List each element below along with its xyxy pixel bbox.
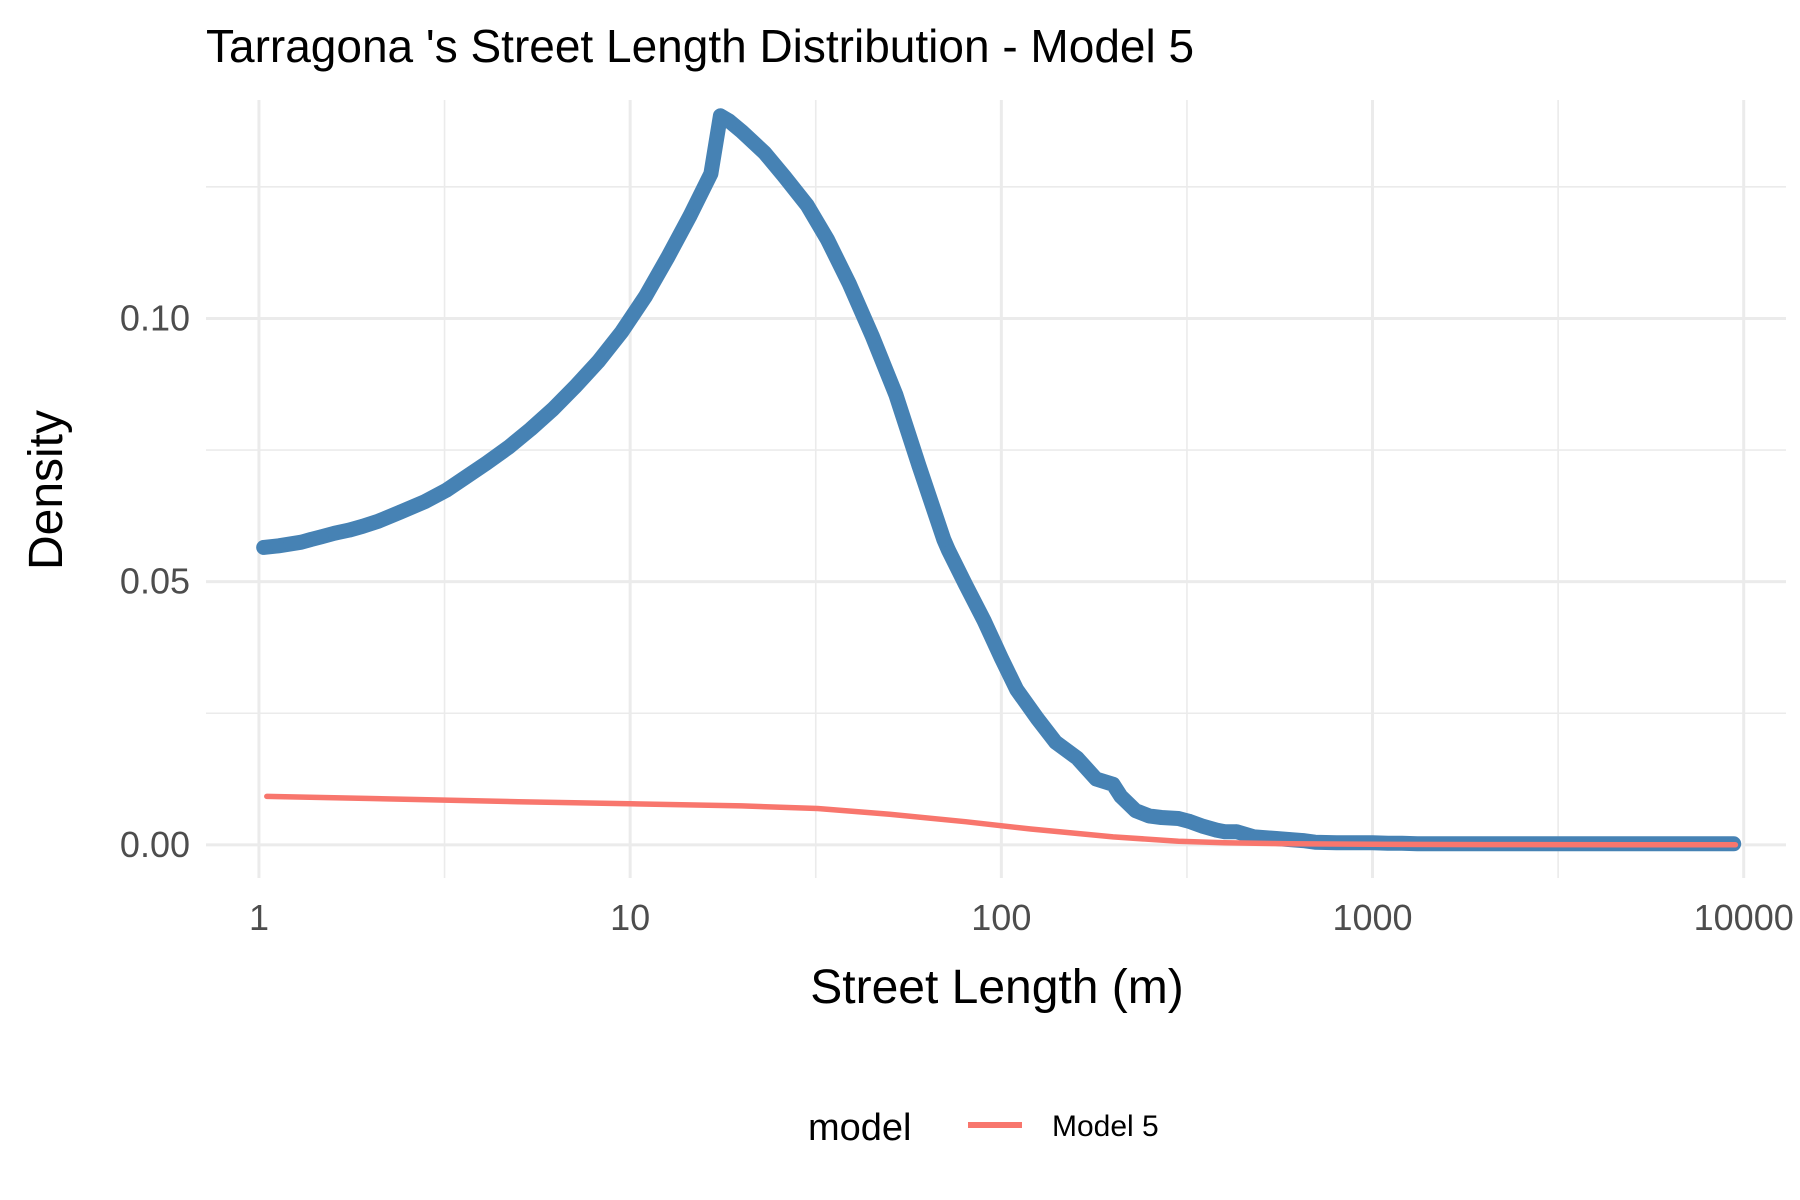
observed-points	[257, 109, 1740, 850]
legend: model Model 5	[808, 1107, 1159, 1149]
observed-point	[735, 125, 748, 138]
chart-title: Tarragona 's Street Length Distribution …	[206, 20, 1194, 72]
y-axis-ticks: 0.00 0.05 0.10	[120, 297, 190, 864]
observed-point	[843, 278, 856, 291]
y-axis-title: Density	[20, 410, 73, 570]
observed-point	[1049, 736, 1062, 749]
observed-point	[1114, 790, 1127, 803]
observed-point	[1230, 825, 1243, 838]
observed-point	[502, 441, 515, 454]
y-tick-label: 0.05	[120, 561, 190, 602]
observed-point	[1107, 778, 1120, 791]
observed-point	[723, 115, 736, 128]
observed-point	[356, 520, 369, 533]
x-tick-label: 10000	[1694, 897, 1794, 938]
x-tick-label: 100	[971, 897, 1031, 938]
observed-point	[1182, 815, 1195, 828]
observed-point	[459, 471, 472, 484]
observed-point	[394, 506, 407, 519]
observed-point	[257, 541, 270, 554]
observed-point	[866, 330, 879, 343]
x-tick-label: 10	[610, 897, 650, 938]
observed-point	[1010, 683, 1023, 696]
observed-point	[615, 325, 628, 338]
observed-point	[440, 484, 453, 497]
x-axis-title: Street Length (m)	[810, 961, 1184, 1014]
observed-point	[1031, 712, 1044, 725]
y-tick-label: 0.00	[120, 824, 190, 865]
observed-point	[1155, 811, 1168, 824]
observed-point	[942, 544, 955, 557]
observed-point	[821, 233, 834, 246]
observed-point	[272, 539, 285, 552]
observed-point	[547, 402, 560, 415]
series-layer	[257, 109, 1740, 850]
observed-point	[480, 457, 493, 470]
observed-point	[1143, 809, 1156, 822]
legend-title: model	[808, 1107, 912, 1149]
observed-point	[704, 167, 717, 180]
observed-point	[801, 199, 814, 212]
observed-point	[372, 515, 385, 528]
x-tick-label: 1000	[1332, 897, 1412, 938]
observed-point	[328, 527, 341, 540]
observed-point	[978, 615, 991, 628]
observed-point	[639, 290, 652, 303]
observed-point	[912, 459, 925, 472]
observed-point	[1071, 751, 1084, 764]
observed-point	[418, 495, 431, 508]
observed-point	[684, 209, 697, 222]
observed-point	[524, 422, 537, 435]
observed-point	[592, 355, 605, 368]
observed-point	[343, 524, 356, 537]
observed-point	[661, 251, 674, 264]
observed-point	[568, 380, 581, 393]
observed-point	[995, 651, 1008, 664]
observed-point	[758, 146, 771, 159]
x-tick-label: 1	[249, 897, 269, 938]
x-axis-ticks: 1 10 100 1000 10000	[249, 897, 1794, 938]
observed-point	[1090, 773, 1103, 786]
y-tick-label: 0.10	[120, 297, 190, 338]
observed-point	[1129, 804, 1142, 817]
observed-point	[959, 578, 972, 591]
observed-density-band	[264, 116, 1734, 844]
legend-label-model-5: Model 5	[1052, 1110, 1159, 1143]
observed-point	[315, 530, 328, 543]
observed-point	[889, 388, 902, 401]
observed-point	[778, 170, 791, 183]
observed-point	[1197, 820, 1210, 833]
